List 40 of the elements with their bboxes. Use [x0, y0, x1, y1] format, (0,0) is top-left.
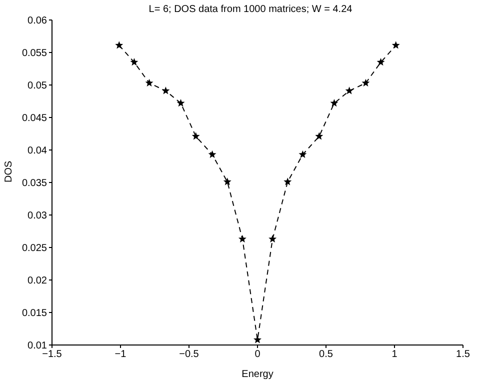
- y-axis-title: DOS: [4, 160, 15, 182]
- point: [330, 99, 338, 107]
- point: [208, 150, 216, 158]
- y-tick-label: 0.045: [22, 113, 48, 124]
- y-tick-label: 0.05: [28, 80, 48, 92]
- y-tick-label: 0.025: [22, 243, 48, 254]
- point: [268, 234, 277, 242]
- x-tick-label: 1: [392, 349, 398, 360]
- x-tick-label: −1: [114, 349, 127, 360]
- y-tick-label: 0.01: [28, 340, 48, 352]
- y-tick-label: 0.03: [28, 210, 48, 222]
- point: [238, 234, 246, 242]
- y-tick-label: 0.055: [22, 48, 48, 60]
- point: [392, 41, 400, 49]
- x-axis-title: Energy: [242, 369, 274, 380]
- chart-title: L= 6; DOS data from 1000 matrices; W = 4.24: [148, 4, 354, 15]
- x-tick-label: −1.5: [42, 349, 62, 360]
- point: [345, 86, 354, 94]
- point: [315, 132, 324, 140]
- point: [362, 78, 370, 86]
- y-tick-label: 0.04: [28, 146, 48, 157]
- point: [284, 178, 292, 186]
- y-tick-label: 0.06: [28, 16, 48, 27]
- point: [130, 58, 138, 66]
- point: [115, 41, 124, 49]
- point: [298, 150, 307, 158]
- y-tick-label: 0.035: [22, 178, 48, 190]
- x-tick-label: 0: [254, 349, 261, 360]
- y-tick-label: 0.015: [22, 308, 48, 320]
- point: [192, 132, 200, 140]
- point: [376, 58, 385, 66]
- x-tick-label: 0.5: [319, 349, 334, 360]
- point: [145, 78, 154, 86]
- x-tick-label: 1.5: [456, 349, 470, 360]
- x-tick-label: −0.5: [179, 349, 200, 360]
- point: [162, 86, 170, 94]
- point: [223, 178, 232, 186]
- point: [176, 99, 185, 107]
- y-tick-label: 0.02: [28, 276, 48, 287]
- point: [254, 336, 262, 344]
